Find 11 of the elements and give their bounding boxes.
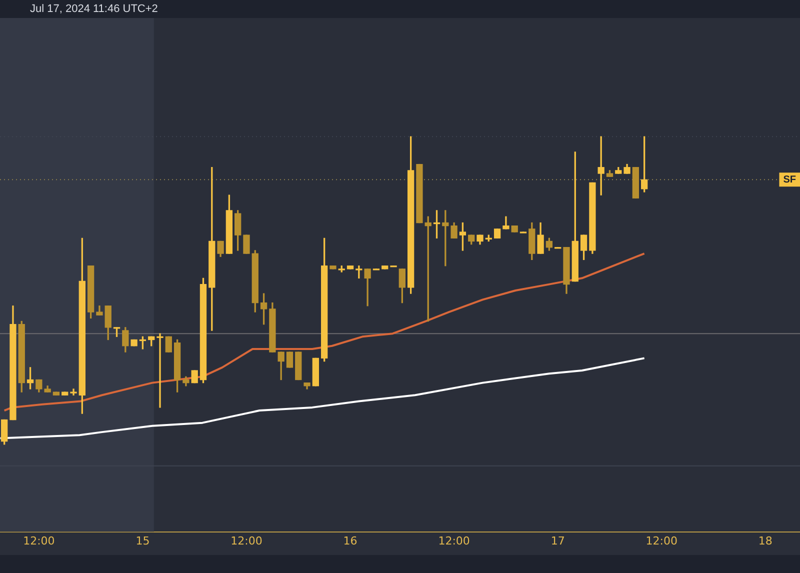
x-tick-label: 12:00 xyxy=(230,534,262,548)
x-tick-label: 16 xyxy=(343,534,358,548)
candlestick xyxy=(156,333,164,408)
x-tick-label: 15 xyxy=(136,534,150,548)
text: Jul 17, 2024 11:46 UTC+2 xyxy=(30,3,158,15)
x-tick-label: 12:00 xyxy=(23,534,55,548)
ref-line-label: SF xyxy=(783,174,796,186)
x-tick-label: 12:00 xyxy=(438,534,470,548)
x-tick-label: 12:00 xyxy=(646,534,678,548)
x-tick-label: 17 xyxy=(550,534,565,548)
x-tick-label: 18 xyxy=(758,534,772,548)
